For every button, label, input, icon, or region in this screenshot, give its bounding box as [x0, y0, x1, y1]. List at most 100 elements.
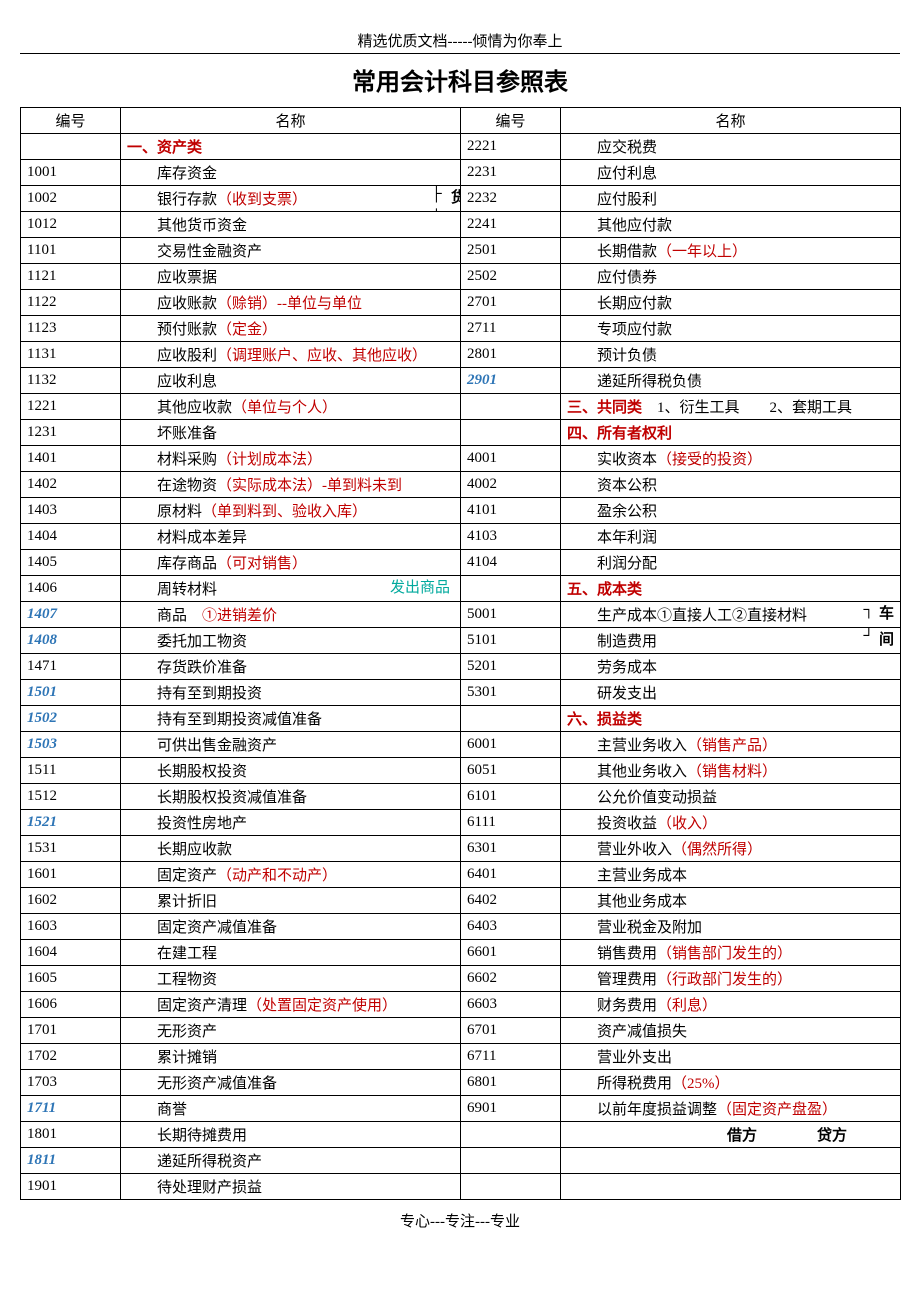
col-header-code-right: 编号	[461, 108, 561, 134]
table-row: 1401材料采购（计划成本法）4001实收资本（接受的投资）	[21, 446, 901, 472]
code-cell: 6001	[461, 732, 561, 758]
code-cell: 5101	[461, 628, 561, 654]
code-cell: 1512	[21, 784, 121, 810]
table-row: 1604在建工程6601销售费用（销售部门发生的）	[21, 940, 901, 966]
name-cell: 其他业务成本	[561, 888, 901, 914]
name-cell: 无形资产	[121, 1018, 461, 1044]
table-row: 1801长期待摊费用借方 贷方	[21, 1122, 901, 1148]
name-cell: 投资收益（收入）	[561, 810, 901, 836]
name-cell: 其他货币资金	[121, 212, 461, 238]
name-cell: 实收资本（接受的投资）	[561, 446, 901, 472]
name-cell: 材料成本差异	[121, 524, 461, 550]
name-cell: 财务费用（利息）	[561, 992, 901, 1018]
name-cell: 固定资产减值准备	[121, 914, 461, 940]
name-cell: 研发支出	[561, 680, 901, 706]
name-cell: 长期应收款	[121, 836, 461, 862]
name-cell: 在建工程	[121, 940, 461, 966]
name-cell: 生产成本①直接人工②直接材料车┐	[561, 602, 901, 628]
table-row: 1901待处理财产损益	[21, 1174, 901, 1200]
table-row: 1405库存商品（可对销售）4104利润分配	[21, 550, 901, 576]
name-cell: 持有至到期投资减值准备	[121, 706, 461, 732]
code-cell: 4103	[461, 524, 561, 550]
name-cell: 主营业务成本	[561, 862, 901, 888]
name-cell: 材料采购（计划成本法）	[121, 446, 461, 472]
table-row: 1221其他应收款（单位与个人）三、共同类 1、衍生工具 2、套期工具	[21, 394, 901, 420]
table-row: 1123预付账款（定金）2711专项应付款	[21, 316, 901, 342]
code-cell: 2232	[461, 186, 561, 212]
table-row: 1703无形资产减值准备6801所得税费用（25%）	[21, 1070, 901, 1096]
table-row: 1701无形资产6701资产减值损失	[21, 1018, 901, 1044]
code-cell: 1701	[21, 1018, 121, 1044]
name-cell: 预计负债	[561, 342, 901, 368]
code-cell: 6701	[461, 1018, 561, 1044]
col-header-name-left: 名称	[121, 108, 461, 134]
name-cell: 应付债券	[561, 264, 901, 290]
code-cell: 6051	[461, 758, 561, 784]
table-row: 1471存货跌价准备5201劳务成本	[21, 654, 901, 680]
code-cell	[461, 706, 561, 732]
code-cell: 5001	[461, 602, 561, 628]
name-cell: 制造费用间┘	[561, 628, 901, 654]
name-cell: 应收股利（调理账户、应收、其他应收）	[121, 342, 461, 368]
code-cell: 1531	[21, 836, 121, 862]
name-cell: 待处理财产损益	[121, 1174, 461, 1200]
name-cell: 递延所得税资产	[121, 1148, 461, 1174]
name-cell: 应付股利	[561, 186, 901, 212]
name-cell: 营业税金及附加	[561, 914, 901, 940]
table-row: 1403原材料（单到料到、验收入库）4101盈余公积	[21, 498, 901, 524]
table-row: 1811递延所得税资产	[21, 1148, 901, 1174]
name-cell: 长期待摊费用	[121, 1122, 461, 1148]
name-cell: 交易性金融资产	[121, 238, 461, 264]
name-cell: 其他业务收入（销售材料）	[561, 758, 901, 784]
table-row: 1406周转材料发出商品五、成本类	[21, 576, 901, 602]
code-cell	[461, 1174, 561, 1200]
table-row: 1502持有至到期投资减值准备六、损益类	[21, 706, 901, 732]
code-cell: 1511	[21, 758, 121, 784]
name-cell: 长期股权投资	[121, 758, 461, 784]
code-cell: 6711	[461, 1044, 561, 1070]
name-cell: 可供出售金融资产	[121, 732, 461, 758]
code-cell: 1702	[21, 1044, 121, 1070]
table-row: 1601固定资产（动产和不动产）6401主营业务成本	[21, 862, 901, 888]
table-row: 1408委托加工物资5101制造费用间┘	[21, 628, 901, 654]
name-cell: 一、资产类	[121, 134, 461, 160]
accounts-table: 编号 名称 编号 名称 一、资产类2221应交税费1001库存资金2231应付利…	[20, 107, 901, 1200]
name-cell: 营业外支出	[561, 1044, 901, 1070]
name-cell: 营业外收入（偶然所得）	[561, 836, 901, 862]
table-row: 1012其他货币资金2241其他应付款	[21, 212, 901, 238]
workshop-label: 车	[879, 602, 894, 626]
code-cell: 6901	[461, 1096, 561, 1122]
code-cell: 1002	[21, 186, 121, 212]
name-cell: 其他应付款	[561, 212, 901, 238]
code-cell: 2231	[461, 160, 561, 186]
page-footer: 专心---专注---专业	[20, 1210, 900, 1231]
code-cell: 1407	[21, 602, 121, 628]
code-cell: 6602	[461, 966, 561, 992]
code-cell: 6603	[461, 992, 561, 1018]
name-cell: 商誉	[121, 1096, 461, 1122]
code-cell: 6801	[461, 1070, 561, 1096]
code-cell: 1408	[21, 628, 121, 654]
currency-funds-label: 货币资金	[451, 186, 461, 207]
name-cell: 累计折旧	[121, 888, 461, 914]
name-cell: 持有至到期投资	[121, 680, 461, 706]
name-cell: 五、成本类	[561, 576, 901, 602]
code-cell: 1604	[21, 940, 121, 966]
code-cell: 1521	[21, 810, 121, 836]
code-cell: 1231	[21, 420, 121, 446]
col-header-code-left: 编号	[21, 108, 121, 134]
name-cell: 六、损益类	[561, 706, 901, 732]
name-cell: 应收票据	[121, 264, 461, 290]
name-cell: 累计摊销	[121, 1044, 461, 1070]
code-cell: 4104	[461, 550, 561, 576]
name-cell: 委托加工物资	[121, 628, 461, 654]
name-cell: 库存商品（可对销售）	[121, 550, 461, 576]
code-cell: 2901	[461, 368, 561, 394]
name-cell: 银行存款（收到支票）货币资金┐├┘	[121, 186, 461, 212]
name-cell: 销售费用（销售部门发生的）	[561, 940, 901, 966]
table-row: 1131应收股利（调理账户、应收、其他应收）2801预计负债	[21, 342, 901, 368]
name-cell: 资产减值损失	[561, 1018, 901, 1044]
code-cell: 1601	[21, 862, 121, 888]
code-cell: 4002	[461, 472, 561, 498]
table-row: 1122应收账款（赊销）--单位与单位2701长期应付款	[21, 290, 901, 316]
